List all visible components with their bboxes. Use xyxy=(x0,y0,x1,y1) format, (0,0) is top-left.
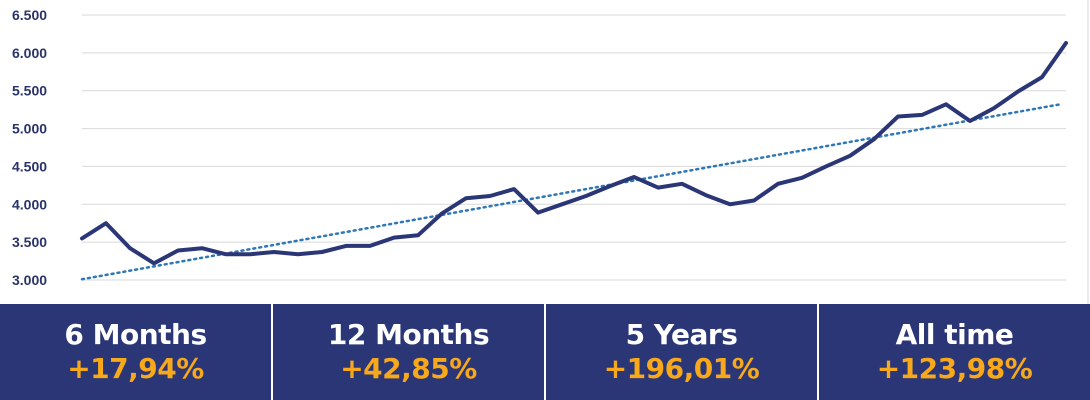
stat-6-months: 6 Months +17,94% xyxy=(0,304,271,400)
y-tick-label: 5.000 xyxy=(12,121,47,137)
trendline-layer xyxy=(80,103,1062,281)
y-tick-label: 4.000 xyxy=(12,196,47,212)
y-tick-label: 6.500 xyxy=(12,7,47,23)
stat-5-years: 5 Years +196,01% xyxy=(546,304,817,400)
stat-label: 5 Years xyxy=(625,318,738,351)
grid-lines xyxy=(82,0,1089,304)
stat-value: +17,94% xyxy=(67,352,204,385)
y-tick-label: 3.000 xyxy=(12,272,47,288)
y-axis-tick-labels: 6.500 6.000 5.500 5.000 4.500 4.000 3.500 3.000 xyxy=(12,7,47,288)
stat-value: +123,98% xyxy=(876,352,1033,385)
stat-value: +42,85% xyxy=(340,352,477,385)
y-tick-label: 4.500 xyxy=(12,158,47,174)
y-tick-label: 3.500 xyxy=(12,234,47,250)
stat-label: All time xyxy=(895,318,1014,351)
series-line xyxy=(80,41,1068,266)
stat-label: 6 Months xyxy=(64,318,207,351)
performance-chart: 6.500 6.000 5.500 5.000 4.500 4.000 3.500 3.000 xyxy=(12,0,1089,304)
y-tick-label: 5.500 xyxy=(12,83,47,99)
stat-value: +196,01% xyxy=(603,352,760,385)
stat-12-months: 12 Months +42,85% xyxy=(273,304,544,400)
trendline xyxy=(80,103,1062,281)
stat-all-time: All time +123,98% xyxy=(819,304,1090,400)
stat-label: 12 Months xyxy=(327,318,490,351)
y-tick-label: 6.000 xyxy=(12,45,47,61)
performance-summary: 6 Months +17,94% 12 Months +42,85% 5 Yea… xyxy=(0,304,1090,400)
series-layer xyxy=(80,41,1068,266)
